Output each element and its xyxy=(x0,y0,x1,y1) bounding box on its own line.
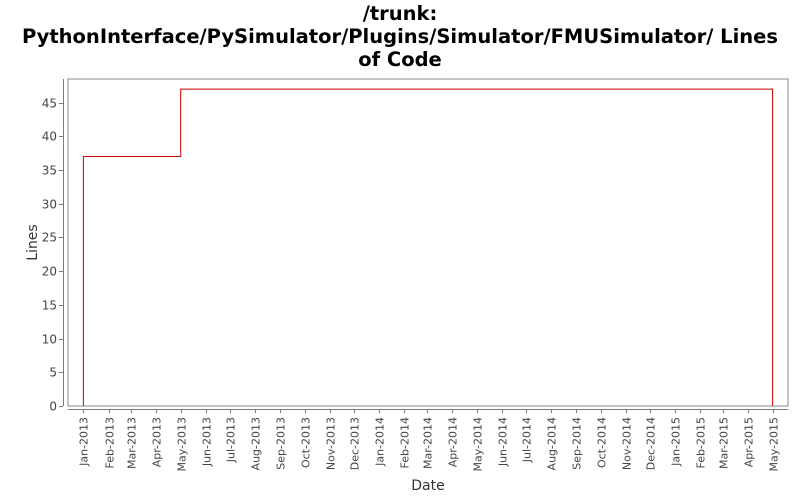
x-tick-label: Sep-2013 xyxy=(275,417,288,470)
x-tick-label: Nov-2014 xyxy=(621,417,634,470)
y-tick-label: 30 xyxy=(42,198,57,212)
series-line xyxy=(82,88,774,406)
y-tick-label: 40 xyxy=(42,130,57,144)
x-tick-label: Jan-2014 xyxy=(374,417,387,467)
x-tick-label: Feb-2014 xyxy=(399,417,412,468)
x-tick-label: Dec-2013 xyxy=(349,417,362,470)
y-tick-label: 0 xyxy=(49,400,57,414)
y-tick-label: 15 xyxy=(42,299,57,313)
x-tick-label: Mar-2013 xyxy=(126,417,139,469)
x-tick-label: Nov-2013 xyxy=(325,417,338,470)
x-tick-label: Jun-2014 xyxy=(497,417,510,467)
x-tick-label: May-2014 xyxy=(472,417,485,472)
y-tick-label: 35 xyxy=(42,164,57,178)
x-tick-label: Sep-2014 xyxy=(571,417,584,470)
x-tick-label: Jan-2013 xyxy=(78,417,91,467)
x-tick-label: May-2013 xyxy=(176,417,189,472)
x-tick-label: Jul-2014 xyxy=(521,417,534,463)
x-tick-label: Feb-2013 xyxy=(104,417,117,468)
y-tick-label: 25 xyxy=(42,231,57,245)
x-tick-label: Jul-2013 xyxy=(225,417,238,463)
x-tick-label: Jan-2015 xyxy=(670,417,683,467)
x-tick-label: Apr-2013 xyxy=(151,417,164,467)
y-tick-label: 20 xyxy=(42,265,57,279)
x-tick-label: Mar-2014 xyxy=(422,417,435,469)
x-tick-label: Oct-2013 xyxy=(300,417,313,468)
x-tick-label: Aug-2014 xyxy=(546,417,559,470)
y-tick-label: 10 xyxy=(42,333,57,347)
y-axis-title: Lines xyxy=(25,224,41,260)
chart-title-line-1: /trunk: xyxy=(362,2,438,25)
y-tick-label: 45 xyxy=(42,97,57,111)
x-axis-title: Date xyxy=(411,478,444,494)
chart-title-line-2: PythonInterface/PySimulator/Plugins/Simu… xyxy=(21,25,779,48)
x-tick-label: Apr-2014 xyxy=(447,417,460,467)
x-tick-label: Dec-2014 xyxy=(645,417,658,470)
x-tick-label: May-2015 xyxy=(768,417,781,472)
x-tick-label: Oct-2014 xyxy=(596,417,609,468)
chart-title-line-3: of Code xyxy=(358,48,442,71)
plot-area xyxy=(67,78,789,407)
x-tick-label: Aug-2013 xyxy=(250,417,263,470)
chart-title: /trunk: PythonInterface/PySimulator/Plug… xyxy=(0,2,800,71)
y-tick-label: 5 xyxy=(49,366,57,380)
x-tick-label: Feb-2015 xyxy=(695,417,708,468)
x-tick-label: Apr-2015 xyxy=(743,417,756,467)
x-tick-label: Mar-2015 xyxy=(718,417,731,469)
x-tick-label: Jun-2013 xyxy=(201,417,214,467)
